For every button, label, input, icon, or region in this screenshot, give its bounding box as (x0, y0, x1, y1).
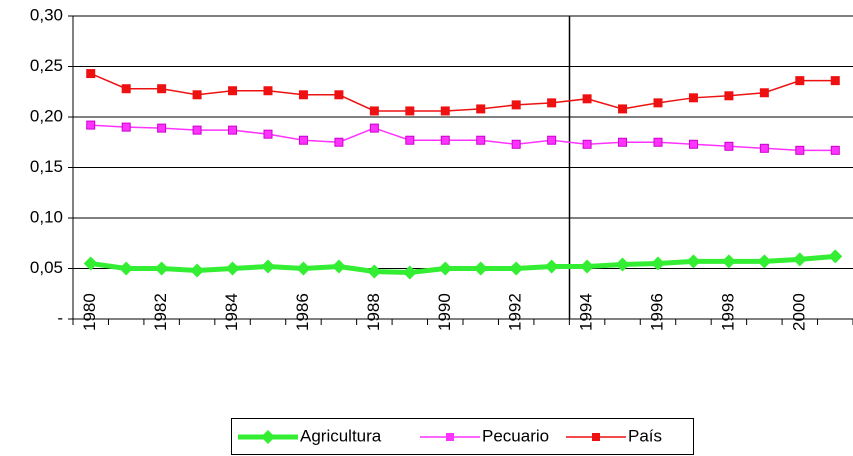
marker (688, 139, 698, 149)
marker (263, 129, 273, 139)
marker (618, 137, 628, 147)
marker (830, 145, 840, 155)
marker (190, 263, 205, 278)
marker (615, 257, 630, 272)
series-line (90, 72, 836, 112)
series (86, 120, 840, 155)
x-tick-label: 1996 (647, 293, 666, 331)
series (86, 69, 840, 116)
marker (298, 90, 308, 100)
marker (511, 100, 521, 110)
marker (795, 145, 805, 155)
marker (192, 90, 202, 100)
x-tick-label: 1980 (80, 293, 99, 331)
marker (547, 135, 557, 145)
marker (653, 98, 663, 108)
marker (582, 94, 592, 104)
marker (618, 104, 628, 114)
marker (405, 106, 415, 116)
x-tick-label: 1986 (293, 293, 312, 331)
marker (724, 141, 734, 151)
marker (580, 259, 595, 274)
y-tick-label: 0,20 (30, 106, 63, 125)
marker (334, 137, 344, 147)
marker (331, 259, 346, 274)
marker (157, 84, 167, 94)
x-tick-label: 1990 (435, 293, 454, 331)
marker (154, 261, 169, 276)
marker (828, 249, 843, 264)
marker (582, 139, 592, 149)
marker (192, 125, 202, 135)
marker (438, 261, 453, 276)
marker (83, 256, 98, 271)
marker (473, 261, 488, 276)
marker (724, 91, 734, 101)
marker (440, 135, 450, 145)
marker (119, 261, 134, 276)
marker (757, 254, 772, 269)
legend-label: Agricultura (300, 426, 382, 445)
marker (228, 125, 238, 135)
marker (157, 123, 167, 133)
marker (511, 139, 521, 149)
marker (547, 98, 557, 108)
marker (298, 135, 308, 145)
x-tick-label: 1994 (577, 293, 596, 331)
legend-marker (446, 433, 454, 441)
marker (261, 259, 275, 274)
marker (121, 122, 131, 132)
x-tick-label: 1988 (364, 293, 383, 331)
marker (225, 261, 240, 276)
marker (759, 143, 769, 153)
marker (369, 123, 379, 133)
y-tick-label: 0,10 (30, 207, 63, 226)
y-tick-label: 0,05 (30, 258, 63, 277)
marker (405, 135, 415, 145)
marker (721, 254, 736, 269)
marker (440, 106, 450, 116)
legend-label: País (628, 426, 662, 445)
legend-marker (592, 433, 600, 441)
marker (792, 252, 807, 267)
marker (653, 137, 663, 147)
x-tick-label: 2000 (789, 293, 808, 331)
marker (334, 90, 344, 100)
marker (544, 259, 559, 274)
series-line (90, 253, 836, 276)
marker (509, 261, 524, 276)
marker (228, 86, 238, 96)
marker (686, 254, 701, 269)
marker (402, 265, 417, 280)
marker (688, 93, 698, 103)
marker (367, 264, 382, 279)
series-line (90, 124, 836, 152)
marker (476, 135, 486, 145)
x-tick-label: 1982 (151, 293, 170, 331)
marker (830, 76, 840, 86)
marker (86, 69, 96, 79)
marker (369, 106, 379, 116)
marker (759, 88, 769, 98)
x-tick-label: 1992 (506, 293, 525, 331)
marker (795, 76, 805, 86)
marker (651, 256, 665, 271)
y-tick-label: 0,25 (30, 56, 63, 75)
marker (263, 86, 273, 96)
legend-marker (261, 430, 275, 444)
x-tick-label: 1998 (718, 293, 737, 331)
y-tick-label: 0,30 (30, 5, 63, 24)
series (83, 249, 843, 280)
marker (476, 104, 486, 114)
y-tick-label: - (57, 308, 63, 327)
marker (86, 120, 96, 130)
marker (121, 84, 131, 94)
marker (296, 261, 311, 276)
x-tick-label: 1984 (222, 293, 241, 331)
y-tick-label: 0,15 (30, 157, 63, 176)
legend-label: Pecuario (482, 426, 549, 445)
